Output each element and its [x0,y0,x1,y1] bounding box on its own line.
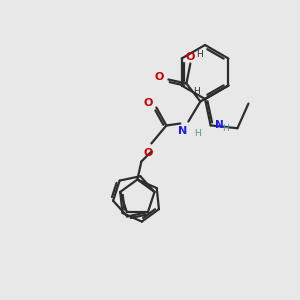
Text: O: O [154,71,164,82]
Text: N: N [214,120,224,130]
Text: O: O [186,52,195,61]
Text: H: H [196,50,203,59]
Text: H: H [193,86,200,95]
Text: N: N [178,125,188,136]
Text: O: O [143,98,152,107]
Text: H: H [194,130,201,139]
Text: O: O [144,148,153,158]
Text: H: H [223,124,230,133]
